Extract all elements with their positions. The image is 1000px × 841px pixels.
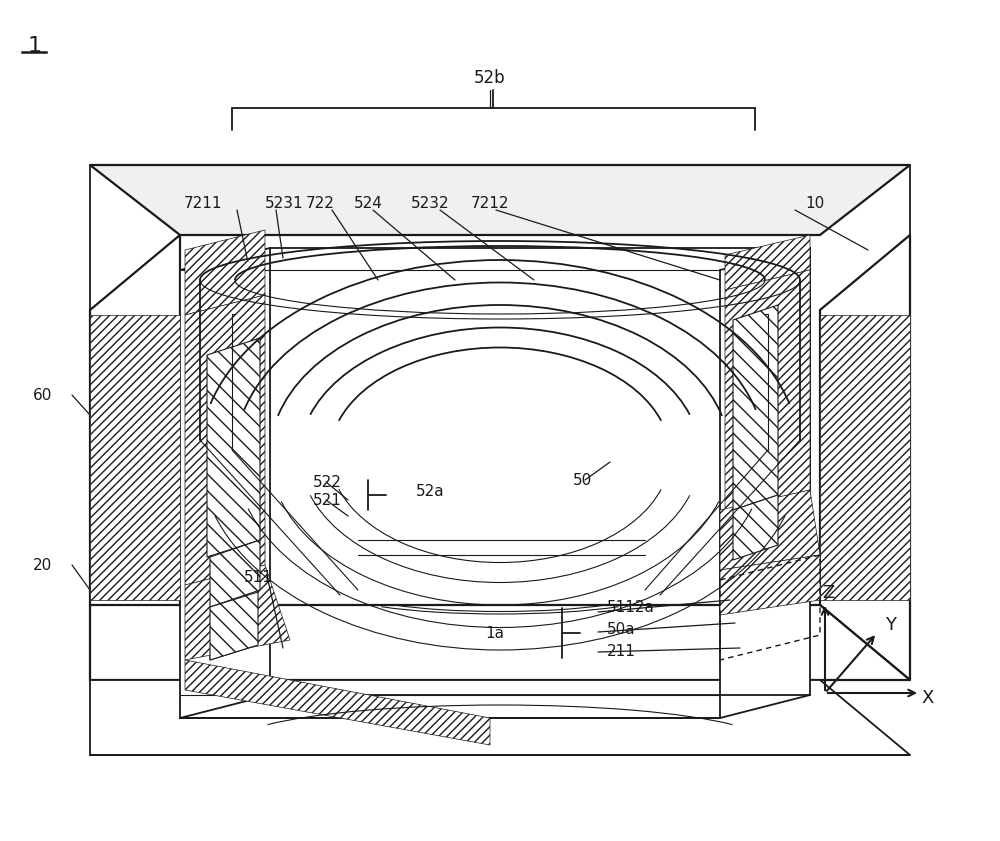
- Text: Y: Y: [885, 616, 896, 634]
- Polygon shape: [820, 315, 910, 600]
- Text: 60: 60: [33, 388, 52, 403]
- Polygon shape: [207, 338, 260, 557]
- Text: 5231: 5231: [265, 195, 304, 210]
- Text: 522: 522: [313, 474, 342, 489]
- Polygon shape: [90, 165, 910, 235]
- Text: 50a: 50a: [607, 622, 636, 637]
- Text: 52b: 52b: [474, 69, 506, 87]
- Text: X: X: [922, 689, 934, 707]
- Text: 722: 722: [306, 195, 334, 210]
- Text: 10: 10: [805, 195, 824, 210]
- Text: 511: 511: [244, 570, 272, 585]
- Text: 52a: 52a: [416, 484, 445, 499]
- Text: Z: Z: [822, 584, 834, 602]
- Polygon shape: [90, 235, 180, 680]
- Text: 7212: 7212: [471, 195, 509, 210]
- Polygon shape: [185, 230, 265, 315]
- Text: 1: 1: [28, 36, 42, 56]
- Polygon shape: [720, 490, 820, 570]
- Text: 5112a: 5112a: [607, 600, 655, 616]
- Polygon shape: [720, 555, 820, 615]
- Text: 524: 524: [354, 195, 382, 210]
- Text: 50: 50: [572, 473, 592, 488]
- Text: 1a: 1a: [485, 626, 504, 641]
- Text: 521: 521: [313, 493, 342, 507]
- Polygon shape: [180, 248, 270, 718]
- Polygon shape: [720, 248, 810, 718]
- Text: 20: 20: [33, 558, 52, 573]
- Text: 211: 211: [607, 644, 636, 659]
- Polygon shape: [185, 565, 290, 660]
- Polygon shape: [820, 235, 910, 680]
- Polygon shape: [733, 305, 778, 510]
- Polygon shape: [725, 235, 810, 290]
- Text: 7211: 7211: [184, 195, 222, 210]
- Polygon shape: [210, 540, 260, 607]
- Polygon shape: [90, 605, 910, 680]
- Polygon shape: [185, 660, 490, 745]
- Polygon shape: [90, 680, 910, 755]
- Polygon shape: [210, 592, 258, 660]
- Polygon shape: [725, 270, 810, 510]
- Polygon shape: [90, 315, 180, 600]
- Polygon shape: [733, 495, 778, 560]
- Polygon shape: [185, 295, 265, 585]
- Text: 5232: 5232: [411, 195, 449, 210]
